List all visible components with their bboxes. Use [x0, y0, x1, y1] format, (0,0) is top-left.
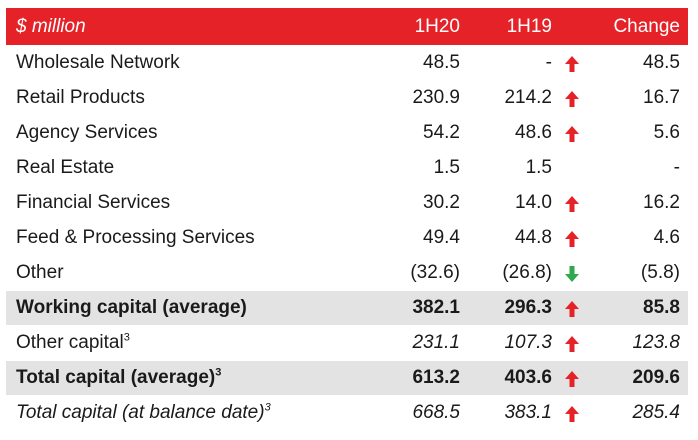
value-1h19: 403.6 — [504, 367, 552, 388]
value-1h19: 296.3 — [504, 297, 552, 318]
table-row-total-capital-average: Total capital (average)3 613.2 403.6 209… — [6, 361, 688, 396]
footnote-marker: 3 — [264, 401, 271, 414]
row-label-wrap: Total capital (average)3 — [16, 367, 221, 389]
value-change: 16.7 — [643, 87, 680, 108]
value-1h19: 44.8 — [515, 227, 552, 248]
value-change: 85.8 — [643, 297, 680, 318]
up-arrow-icon — [564, 335, 580, 353]
value-1h19: 1.5 — [525, 157, 552, 178]
row-label: Real Estate — [16, 157, 115, 178]
header-change: Change — [613, 15, 680, 37]
up-arrow-icon — [564, 370, 580, 388]
header-units-label: $ million — [16, 15, 86, 37]
row-label: Working capital (average) — [16, 297, 247, 318]
value-1h19: 214.2 — [504, 87, 552, 108]
up-arrow-icon — [564, 55, 580, 73]
up-arrow-icon — [564, 125, 580, 143]
header-1h20: 1H20 — [414, 15, 460, 37]
row-label: Other capital — [16, 332, 124, 353]
value-change: 4.6 — [653, 227, 680, 248]
table-header: $ million 1H20 1H19 Change — [6, 8, 688, 46]
table-row: Agency Services 54.2 48.6 5.6 — [6, 116, 688, 151]
table-row: Other (32.6) (26.8) (5.8) — [6, 256, 688, 291]
value-1h20: 613.2 — [412, 367, 460, 388]
value-change: 5.6 — [653, 122, 680, 143]
row-label: Retail Products — [16, 87, 145, 108]
value-1h20: 48.5 — [423, 52, 460, 73]
capital-table: $ million 1H20 1H19 Change Wholesale Net… — [6, 8, 688, 431]
value-change: 48.5 — [643, 52, 680, 73]
table-row: Wholesale Network 48.5 - 48.5 — [6, 46, 688, 81]
row-label: Total capital (at balance date) — [16, 402, 265, 423]
row-label: Financial Services — [16, 192, 171, 213]
table-row: Financial Services 30.2 14.0 16.2 — [6, 186, 688, 221]
row-label: Other — [16, 262, 64, 283]
value-1h20: 54.2 — [423, 122, 460, 143]
value-1h19: 14.0 — [515, 192, 552, 213]
up-arrow-icon — [564, 300, 580, 318]
table-row-total-capital-balance-date: Total capital (at balance date)3 668.5 3… — [6, 396, 688, 431]
footnote-marker: 3 — [215, 366, 222, 379]
footnote-marker: 3 — [123, 331, 130, 344]
up-arrow-icon — [564, 195, 580, 213]
value-change: 123.8 — [632, 332, 680, 353]
up-arrow-icon — [564, 405, 580, 423]
value-1h20: 382.1 — [412, 297, 460, 318]
value-1h20: 30.2 — [423, 192, 460, 213]
row-label: Agency Services — [16, 122, 158, 143]
value-change: 16.2 — [643, 192, 680, 213]
table-row: Feed & Processing Services 49.4 44.8 4.6 — [6, 221, 688, 256]
value-change: 209.6 — [632, 367, 680, 388]
table-row-working-capital: Working capital (average) 382.1 296.3 85… — [6, 291, 688, 326]
row-label-wrap: Total capital (at balance date)3 — [16, 402, 271, 424]
value-1h19: (26.8) — [502, 262, 552, 283]
header-1h19: 1H19 — [506, 15, 552, 37]
table-row-other-capital: Other capital3 231.1 107.3 123.8 — [6, 326, 688, 361]
value-1h20: 231.1 — [412, 332, 460, 353]
down-arrow-icon — [564, 265, 580, 283]
value-change: - — [673, 157, 680, 178]
row-label: Feed & Processing Services — [16, 227, 255, 248]
value-change: 285.4 — [632, 402, 680, 423]
up-arrow-icon — [564, 230, 580, 248]
row-label: Wholesale Network — [16, 52, 180, 73]
value-1h20: 668.5 — [412, 402, 460, 423]
up-arrow-icon — [564, 90, 580, 108]
table-row: Real Estate 1.5 1.5 - — [6, 151, 688, 186]
value-1h20: 1.5 — [433, 157, 460, 178]
value-1h20: 230.9 — [412, 87, 460, 108]
row-label: Total capital (average) — [16, 367, 216, 388]
value-1h19: 383.1 — [504, 402, 552, 423]
table-row: Retail Products 230.9 214.2 16.7 — [6, 81, 688, 116]
value-1h19: 107.3 — [504, 332, 552, 353]
value-1h20: (32.6) — [410, 262, 460, 283]
value-1h19: 48.6 — [515, 122, 552, 143]
value-change: (5.8) — [640, 262, 680, 283]
value-1h19: - — [545, 52, 552, 73]
row-label-wrap: Other capital3 — [16, 332, 130, 354]
value-1h20: 49.4 — [423, 227, 460, 248]
